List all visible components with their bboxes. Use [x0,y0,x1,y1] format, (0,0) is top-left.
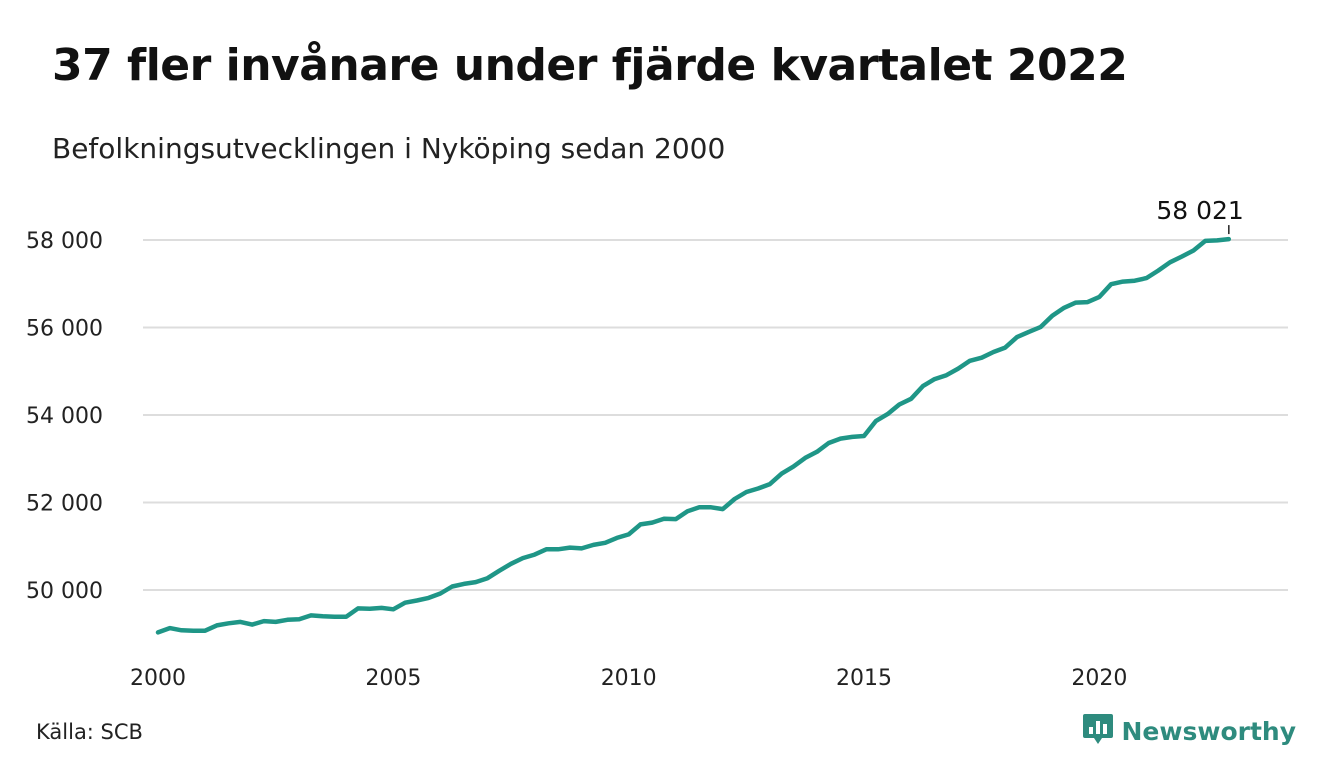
annotation-layer: 58 021 [1156,196,1244,235]
chart-subtitle: Befolkningsutvecklingen i Nyköping sedan… [52,132,726,165]
x-tick-label: 2020 [1071,666,1127,691]
chart-title: 37 fler invånare under fjärde kvartalet … [52,40,1128,91]
y-tick-label: 58 000 [26,229,103,254]
series-layer [155,236,1232,635]
y-tick-label: 50 000 [26,579,103,604]
x-tick-label: 2010 [601,666,657,691]
brand[interactable]: Newsworthy [1082,712,1297,750]
source-note: Källa: SCB [36,720,143,744]
series-line [155,236,1232,635]
brand-name: Newsworthy [1121,716,1297,746]
x-tick-label: 2015 [836,666,892,691]
newsworthy-logo-icon [1082,712,1114,750]
y-axis-tick-labels: 50 000 52 000 54 000 56 000 58 000 [26,229,103,604]
x-axis-tick-labels: 2000 2005 2010 2015 2020 [130,666,1127,691]
x-tick-label: 2000 [130,666,186,691]
x-tick-label: 2005 [365,666,421,691]
y-tick-label: 54 000 [26,404,103,429]
y-tick-label: 52 000 [26,492,103,517]
last-value-label: 58 021 [1156,196,1243,225]
grid-lines [143,239,1288,591]
y-tick-label: 56 000 [26,317,103,342]
